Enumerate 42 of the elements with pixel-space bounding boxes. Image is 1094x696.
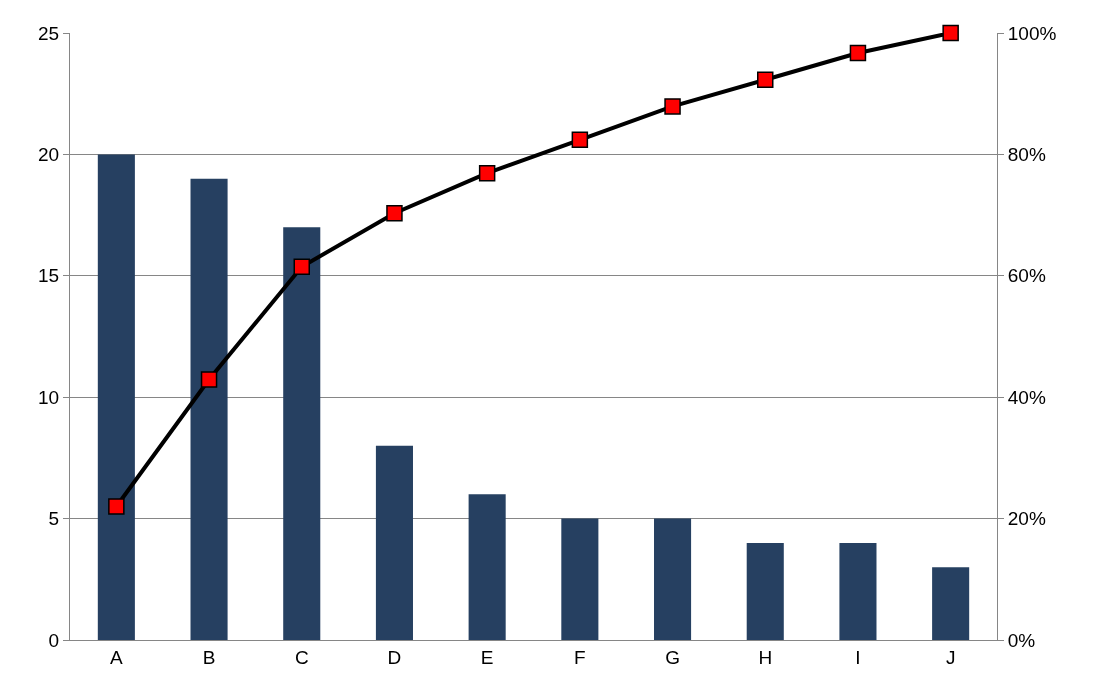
bar [97, 154, 135, 640]
point [571, 131, 589, 149]
bar [561, 518, 599, 640]
x-tick-label: A [110, 646, 124, 668]
bar [839, 542, 877, 640]
y-tick-label: 0 [48, 629, 60, 651]
point [108, 498, 125, 515]
x-tick-label: E [480, 646, 494, 668]
y2-tick-label: 80% [1007, 144, 1046, 166]
x-tick-label: F [574, 646, 586, 668]
bar [375, 445, 413, 640]
bar [283, 227, 321, 640]
y-tick-label: 20 [38, 144, 60, 166]
bar [190, 178, 228, 640]
y2-tick-label: 0% [1007, 629, 1036, 651]
x-tick-label: J [945, 646, 956, 668]
x-tick-label: B [202, 646, 216, 668]
x-tick-label: I [855, 646, 861, 668]
point [664, 98, 681, 115]
y-tick-label: 5 [48, 508, 60, 530]
y2-tick-label: 60% [1007, 265, 1046, 287]
bar [654, 518, 692, 640]
point [942, 24, 959, 42]
point [200, 371, 218, 388]
point [478, 164, 496, 182]
x-tick-label: D [387, 646, 402, 668]
point [849, 44, 867, 62]
bar [932, 567, 970, 640]
y2-tick-label: 20% [1007, 508, 1046, 530]
y-tick-label: 25 [38, 22, 60, 44]
y-tick-label: 15 [38, 265, 60, 287]
point [293, 258, 310, 275]
x-tick-label: C [294, 646, 309, 668]
y2-tick-label: 40% [1007, 386, 1046, 408]
point [757, 71, 774, 88]
y-tick-label: 10 [38, 386, 60, 408]
x-tick-label: H [758, 646, 773, 668]
x-tick-label: G [665, 646, 680, 668]
bar [746, 542, 784, 640]
y2-tick-label: 100% [1007, 22, 1057, 44]
point [386, 205, 403, 222]
bar [468, 494, 506, 640]
